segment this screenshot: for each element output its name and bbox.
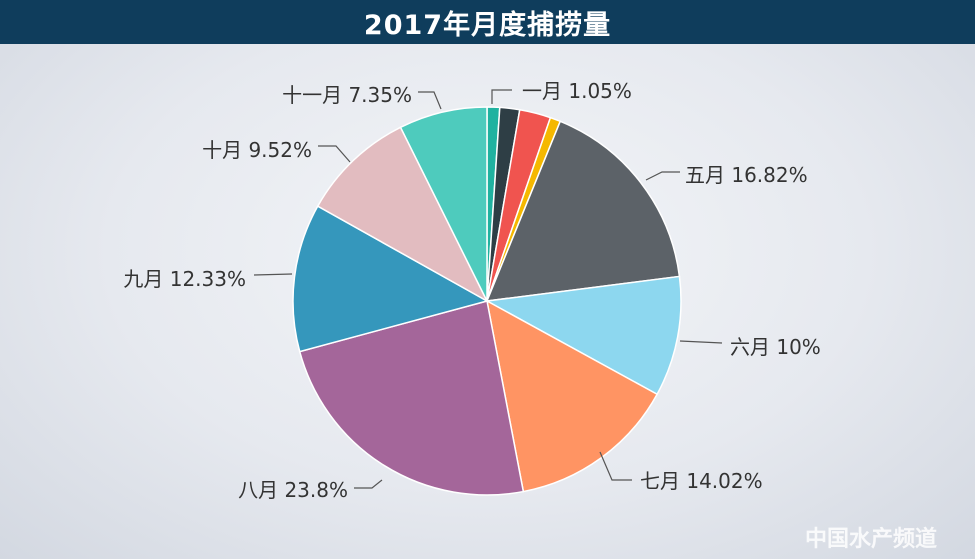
title-bar: 2017年月度捕捞量 (0, 0, 975, 44)
pie-slice-7 (298, 300, 525, 496)
leader-line-7 (354, 479, 383, 489)
pie-slice-6 (485, 299, 659, 493)
watermark-logo: 中国水产频道 (804, 527, 937, 552)
leader-line-9 (318, 145, 351, 163)
slice-label-0: 一月 1.05% (522, 79, 632, 103)
slice-label-7: 八月 23.8% (238, 478, 348, 502)
leader-line-6 (599, 451, 632, 481)
chart-title: 2017年月度捕捞量 (363, 9, 612, 41)
slice-label-5: 六月 10% (730, 335, 821, 359)
slice-label-6: 七月 14.02% (640, 469, 763, 493)
leader-line-4 (645, 171, 680, 181)
leader-line-10 (418, 91, 442, 110)
leader-line-0 (491, 89, 512, 104)
pie-slice-8 (292, 205, 489, 353)
pie-slice-9 (316, 126, 489, 303)
pie-slice-5 (484, 275, 682, 396)
slice-label-8: 九月 12.33% (123, 267, 246, 291)
pie-slice-10 (399, 106, 488, 302)
slice-label-9: 十月 9.52% (202, 138, 312, 162)
leader-line-5 (679, 340, 723, 344)
slice-label-10: 十一月 7.35% (282, 83, 412, 107)
pie-slice-4 (485, 120, 681, 302)
slice-label-4: 五月 16.82% (685, 163, 808, 187)
leader-line-8 (253, 273, 293, 276)
